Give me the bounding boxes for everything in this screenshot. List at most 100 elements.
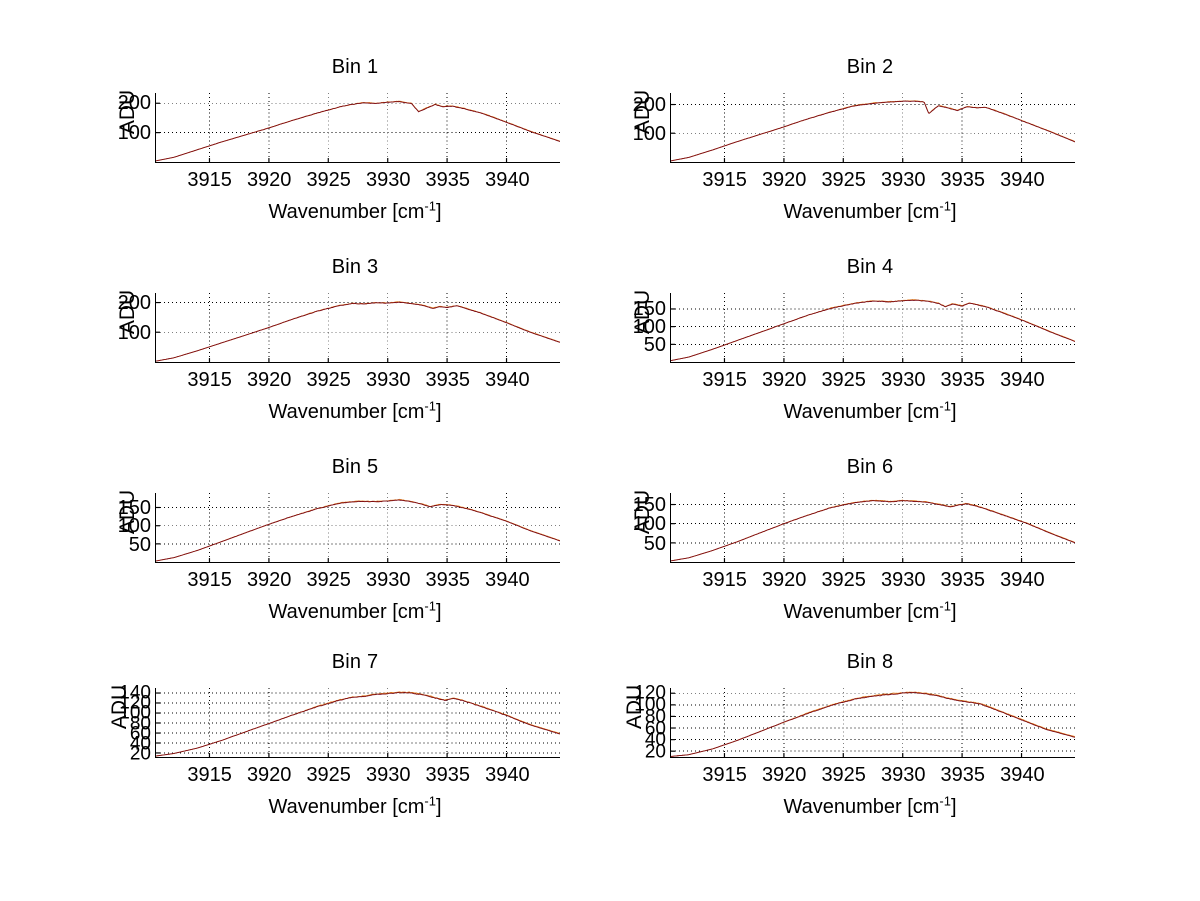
x-tick-label: 3925 bbox=[821, 569, 866, 591]
series-measured bbox=[156, 692, 560, 756]
spectrum-plot bbox=[671, 688, 1075, 757]
gridlines bbox=[671, 293, 1075, 362]
series-measured bbox=[156, 102, 560, 161]
x-axis-label-text: Wavenumber [cm bbox=[783, 796, 940, 818]
tick-marks bbox=[156, 102, 508, 162]
x-tick-label: 3940 bbox=[485, 569, 530, 591]
x-axis-label-exponent: -1 bbox=[939, 793, 951, 809]
x-axis-ticks: 3915 3920 3925 3930 3935 3940 bbox=[156, 162, 560, 191]
subplot-title: Bin 2 bbox=[846, 56, 894, 78]
x-tick-label: 3935 bbox=[425, 569, 471, 591]
tick-marks bbox=[671, 692, 1023, 757]
y-tick-label: 150 bbox=[632, 298, 666, 321]
y-axis-ticks: 100 200 bbox=[118, 293, 153, 362]
subplot-bin-6: Bin 6 50 100 150 3915 3920 3925 3930 3935 3940 AD… bbox=[600, 455, 1140, 655]
y-axis-ticks: 20 40 60 80 100 120 140 bbox=[119, 684, 153, 764]
x-tick-label: 3935 bbox=[425, 764, 471, 786]
subplot-bin-5: Bin 5 50 100 150 3915 3920 3925 3930 3935 3940 AD… bbox=[85, 455, 625, 655]
y-tick-label: 100 bbox=[632, 513, 666, 536]
series-measured bbox=[671, 501, 1075, 561]
x-axis-ticks: 3915 3920 3925 3930 3935 3940 bbox=[671, 162, 1075, 191]
x-axis-label-text: Wavenumber [cm bbox=[783, 201, 940, 223]
subplot-title: Bin 1 bbox=[331, 56, 379, 78]
x-axis-label-exponent: -1 bbox=[939, 198, 951, 214]
y-axis-label: ADU bbox=[108, 684, 131, 730]
x-tick-label: 3915 bbox=[702, 369, 747, 391]
plot-area: 100 200 3915 3920 3925 3930 3935 3940 ADU bbox=[116, 90, 560, 191]
x-tick-label: 3940 bbox=[1000, 569, 1045, 591]
series-measured bbox=[156, 302, 560, 361]
x-tick-label: 3915 bbox=[702, 764, 747, 786]
x-tick-label: 3930 bbox=[881, 169, 926, 191]
subplot-bin-2: Bin 2 100 200 3915 3920 3925 3930 3935 3940 ADU W… bbox=[600, 55, 1140, 255]
series-model bbox=[156, 101, 560, 161]
x-tick-label: 3940 bbox=[485, 169, 530, 191]
subplot-title: Bin 4 bbox=[846, 256, 894, 278]
x-axis-label: Wavenumber [cm-1] bbox=[600, 793, 1140, 819]
gridlines bbox=[671, 493, 1075, 562]
x-tick-label: 3930 bbox=[366, 764, 411, 786]
y-axis-ticks: 50 100 150 bbox=[633, 293, 668, 362]
x-tick-label: 3920 bbox=[246, 169, 292, 191]
spectrum-plot bbox=[671, 493, 1075, 562]
x-tick-label: 3915 bbox=[187, 569, 232, 591]
x-tick-label: 3940 bbox=[485, 369, 530, 391]
y-tick-label: 60 bbox=[129, 723, 151, 745]
gridlines bbox=[671, 688, 1075, 757]
y-axis-ticks: 100 200 bbox=[633, 93, 668, 162]
spectrum-plot bbox=[671, 293, 1075, 362]
x-tick-label: 3920 bbox=[246, 569, 292, 591]
y-axis-label: ADU bbox=[116, 89, 139, 135]
gridlines bbox=[156, 493, 560, 562]
x-tick-label: 3935 bbox=[940, 764, 986, 786]
plot-area: 50 100 150 3915 3920 3925 3930 3935 3940 ADU bbox=[631, 290, 1075, 391]
x-tick-label: 3915 bbox=[187, 369, 232, 391]
x-axis-label: Wavenumber [cm-1] bbox=[600, 198, 1140, 224]
y-tick-label: 60 bbox=[644, 718, 666, 740]
y-tick-label: 120 bbox=[634, 682, 666, 704]
x-axis-label-exponent: -1 bbox=[939, 598, 951, 614]
y-tick-label: 100 bbox=[117, 122, 151, 145]
y-tick-label: 100 bbox=[634, 694, 666, 716]
x-axis-label-text: Wavenumber [cm bbox=[268, 401, 425, 423]
series-model bbox=[156, 302, 560, 361]
x-axis-label-bracket: ] bbox=[950, 201, 957, 223]
y-tick-label: 200 bbox=[632, 93, 666, 116]
plot-area: 100 200 3915 3920 3925 3930 3935 3940 ADU bbox=[631, 90, 1075, 191]
x-tick-label: 3935 bbox=[425, 169, 471, 191]
subplot-title: Bin 5 bbox=[331, 456, 379, 478]
x-axis-label-text: Wavenumber [cm bbox=[783, 401, 940, 423]
tick-marks bbox=[156, 692, 508, 757]
y-tick-label: 100 bbox=[119, 702, 151, 724]
y-tick-label: 200 bbox=[117, 291, 151, 314]
x-tick-label: 3930 bbox=[881, 569, 926, 591]
x-axis-label: Wavenumber [cm-1] bbox=[600, 598, 1140, 624]
x-axis-label-bracket: ] bbox=[435, 401, 442, 423]
y-tick-label: 50 bbox=[643, 532, 666, 555]
y-tick-label: 150 bbox=[117, 496, 151, 519]
x-tick-label: 3930 bbox=[881, 369, 926, 391]
x-axis-ticks: 3915 3920 3925 3930 3935 3940 bbox=[671, 757, 1075, 786]
series-model bbox=[671, 101, 1075, 161]
x-tick-label: 3935 bbox=[425, 369, 471, 391]
tick-marks bbox=[671, 103, 1023, 162]
x-axis-label-bracket: ] bbox=[435, 201, 442, 223]
series-model bbox=[671, 500, 1075, 561]
x-tick-label: 3915 bbox=[702, 569, 747, 591]
y-axis-label: ADU bbox=[116, 289, 139, 335]
x-axis-label: Wavenumber [cm-1] bbox=[85, 599, 625, 624]
x-tick-label: 3925 bbox=[306, 569, 351, 591]
y-tick-label: 40 bbox=[644, 729, 666, 751]
plot-area: 50 100 150 3915 3920 3925 3930 3935 3940 ADU bbox=[116, 490, 560, 591]
subplot-bin-7: Bin 7 20 40 60 80 100 120 140 3915 3920 3925 3930 3… bbox=[85, 650, 625, 850]
subplot-bin-4: Bin 4 50 100 150 3915 3920 3925 3930 3935 3940 AD… bbox=[600, 255, 1140, 455]
x-tick-label: 3925 bbox=[821, 369, 866, 391]
x-axis-ticks: 3915 3920 3925 3930 3935 3940 bbox=[156, 362, 560, 391]
x-tick-label: 3940 bbox=[1000, 369, 1045, 391]
x-tick-label: 3935 bbox=[940, 569, 986, 591]
series-measured bbox=[671, 101, 1075, 161]
x-axis-ticks: 3915 3920 3925 3930 3935 3940 bbox=[671, 562, 1075, 591]
spectrum-plot bbox=[671, 93, 1075, 162]
x-tick-label: 3930 bbox=[881, 764, 926, 786]
x-tick-label: 3930 bbox=[366, 169, 411, 191]
